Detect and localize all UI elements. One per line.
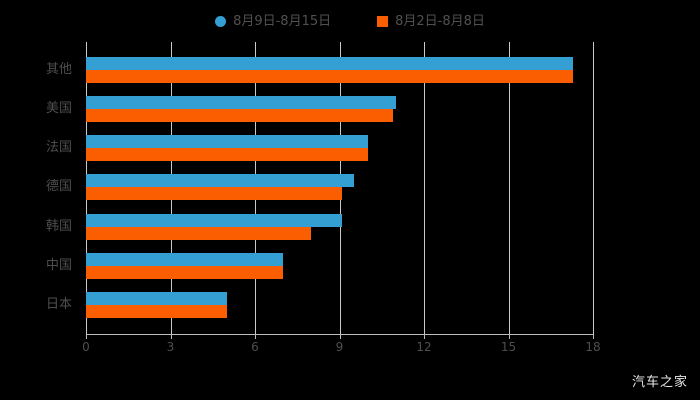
legend-item-label: 8月9日-8月15日: [233, 13, 332, 29]
bar-group-3: [86, 174, 593, 201]
y-axis-labels: 其他美国法国德国韩国中国日本: [0, 42, 86, 334]
x-axis-labels: 0 3 6 9 12 15 18: [82, 334, 606, 358]
x-gridline-6: [593, 42, 594, 334]
x-tick-mark-6: [593, 334, 594, 339]
x-tick-mark-0: [86, 334, 87, 339]
bar-blue[interactable]: [86, 135, 368, 149]
bar-orange[interactable]: [86, 70, 574, 83]
bar-blue[interactable]: [86, 57, 574, 70]
y-axis-tick-label-6: 日本: [45, 296, 72, 312]
y-axis-tick-label-5: 中国: [45, 257, 72, 273]
bar-blue[interactable]: [86, 96, 396, 110]
x-tick-mark-1: [170, 334, 172, 339]
legend-item-0[interactable]: 8月9日-8月15日: [215, 15, 331, 28]
bar-orange[interactable]: [86, 148, 368, 162]
y-axis-tick-label-2: 法国: [45, 140, 72, 156]
bar-group-5: [86, 252, 593, 279]
bar-group-1: [86, 96, 593, 123]
x-gridline-5: [508, 42, 510, 334]
bar-blue[interactable]: [86, 252, 284, 266]
y-axis-tick-label-1: 美国: [45, 101, 72, 117]
x-axis-tick-label-0: 0: [82, 340, 90, 354]
y-axis-tick-label-3: 德国: [45, 179, 72, 195]
x-tick-mark-3: [339, 334, 341, 339]
plot-area: [86, 42, 594, 335]
legend-item-1[interactable]: 8月2日-8月8日: [377, 15, 485, 28]
bar-group-4: [86, 213, 593, 240]
bar-orange[interactable]: [86, 187, 343, 201]
watermark-label: 汽车之家: [631, 375, 688, 390]
bar-orange[interactable]: [86, 109, 394, 123]
x-axis-tick-label-1: 3: [166, 340, 175, 354]
bar-group-0: [86, 57, 593, 83]
bar-orange[interactable]: [86, 304, 227, 318]
x-tick-mark-4: [424, 334, 425, 339]
y-axis-tick-label-0: 其他: [45, 62, 72, 77]
x-axis-tick-label-3: 9: [335, 340, 344, 354]
bar-blue[interactable]: [86, 213, 343, 227]
x-tick-mark-2: [255, 334, 256, 339]
square-marker-icon: [377, 15, 389, 27]
x-axis-tick-label-2: 6: [251, 340, 259, 354]
x-axis-tick-label-4: 12: [416, 340, 432, 354]
x-tick-mark-5: [508, 334, 510, 339]
legend-item-label: 8月2日-8月8日: [395, 13, 485, 29]
bar-group-6: [86, 291, 593, 318]
circle-marker-icon: [215, 15, 227, 27]
x-gridline-4: [424, 42, 425, 334]
x-axis-tick-label-6: 18: [585, 340, 601, 354]
x-axis-tick-label-5: 15: [500, 340, 517, 354]
chart-legend: 8月9日-8月15日 8月2日-8月8日: [0, 10, 700, 32]
bar-orange[interactable]: [86, 265, 284, 279]
bar-blue[interactable]: [86, 174, 354, 188]
bar-orange[interactable]: [86, 226, 312, 240]
bar-blue[interactable]: [86, 291, 227, 305]
bar-group-2: [86, 135, 593, 162]
y-axis-tick-label-4: 韩国: [45, 218, 72, 234]
